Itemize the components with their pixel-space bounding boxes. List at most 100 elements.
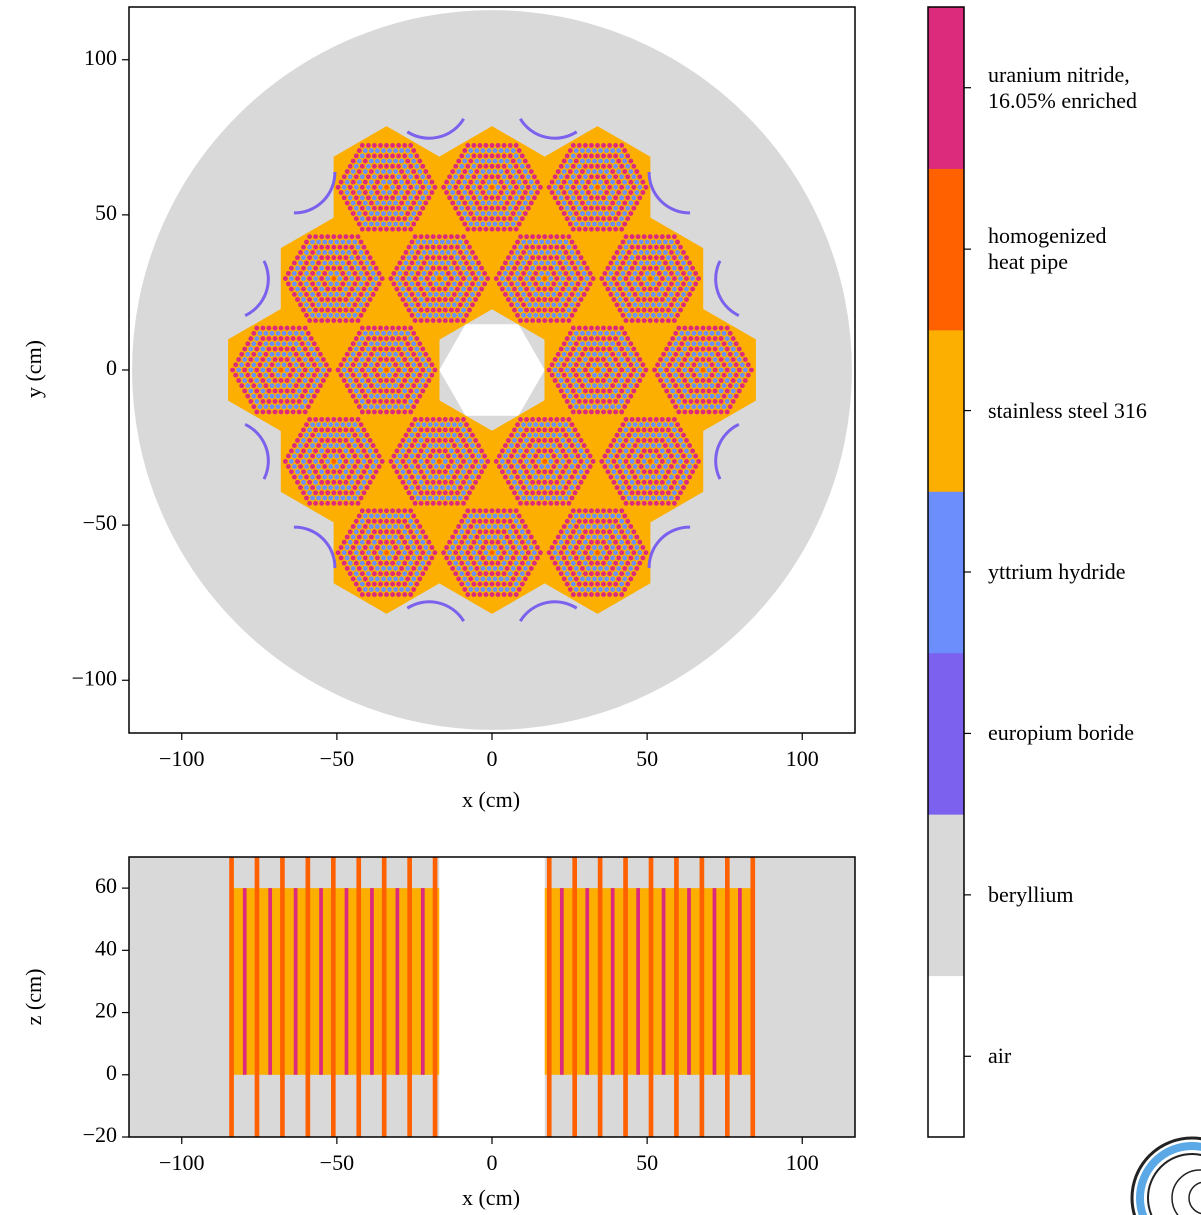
pin [257, 383, 262, 388]
pin [260, 326, 265, 331]
pin [616, 169, 621, 174]
pin [233, 362, 238, 367]
pin [480, 159, 485, 164]
pin [631, 378, 636, 383]
pin [553, 550, 558, 555]
pin [304, 475, 309, 480]
pin [393, 148, 398, 153]
pin [303, 336, 308, 341]
pin [530, 490, 535, 495]
pin [502, 540, 507, 545]
pin [372, 389, 377, 394]
pin [446, 271, 451, 276]
pin [515, 422, 520, 427]
pin [554, 448, 559, 453]
pin [601, 582, 606, 587]
pin [393, 383, 398, 388]
pin [634, 180, 639, 185]
pin [407, 287, 412, 292]
pin [496, 561, 501, 566]
pin [239, 373, 244, 378]
pin [449, 480, 454, 485]
pin [297, 347, 302, 352]
pin [420, 378, 425, 383]
pin [598, 190, 603, 195]
pin [331, 318, 336, 323]
pin [363, 341, 368, 346]
pin [465, 592, 470, 597]
pin [266, 378, 271, 383]
pin [642, 438, 647, 443]
pin [362, 255, 367, 260]
pin [301, 459, 306, 464]
pin [396, 347, 401, 352]
pin [348, 561, 353, 566]
pin [613, 326, 618, 331]
pin [648, 318, 653, 323]
pin [570, 313, 575, 318]
pin [434, 250, 439, 255]
pin [266, 409, 271, 414]
pin [630, 318, 635, 323]
pin [304, 443, 309, 448]
pin [688, 336, 693, 341]
pin [637, 174, 642, 179]
pin [619, 357, 624, 362]
pin [622, 394, 627, 399]
pin [557, 454, 562, 459]
pin [675, 271, 680, 276]
pin [372, 561, 377, 566]
pin [465, 143, 470, 148]
pin [579, 287, 584, 292]
pin [443, 308, 448, 313]
pin [416, 281, 421, 286]
pin [592, 576, 597, 581]
pin [685, 373, 690, 378]
pin [533, 313, 538, 318]
pin [586, 545, 591, 550]
pin [657, 454, 662, 459]
pin [420, 185, 425, 190]
pin [589, 561, 594, 566]
pin [648, 234, 653, 239]
pin [334, 443, 339, 448]
pin [452, 271, 457, 276]
pin [633, 443, 638, 448]
pin [363, 524, 368, 529]
pin [616, 341, 621, 346]
pin [413, 318, 418, 323]
pin [343, 459, 348, 464]
pin [743, 357, 748, 362]
pin [508, 216, 513, 221]
pin [604, 169, 609, 174]
pin [636, 297, 641, 302]
pin [334, 271, 339, 276]
pin [402, 216, 407, 221]
pin [327, 368, 332, 373]
pin [369, 576, 374, 581]
pin [300, 352, 305, 357]
pin [520, 529, 525, 534]
pin [359, 475, 364, 480]
pin [517, 222, 522, 227]
pin [627, 240, 632, 245]
pin [670, 336, 675, 341]
pin [343, 297, 348, 302]
pin [701, 357, 706, 362]
pin [401, 448, 406, 453]
pin [419, 469, 424, 474]
pin [563, 292, 568, 297]
pin [461, 501, 466, 506]
pin [375, 373, 380, 378]
pin [598, 331, 603, 336]
pin [464, 454, 469, 459]
pin [592, 373, 597, 378]
pin [458, 454, 463, 459]
pin [651, 281, 656, 286]
pin [254, 368, 259, 373]
pin [636, 255, 641, 260]
pin [553, 368, 558, 373]
pin [740, 383, 745, 388]
pin [480, 190, 485, 195]
pin [381, 535, 386, 540]
